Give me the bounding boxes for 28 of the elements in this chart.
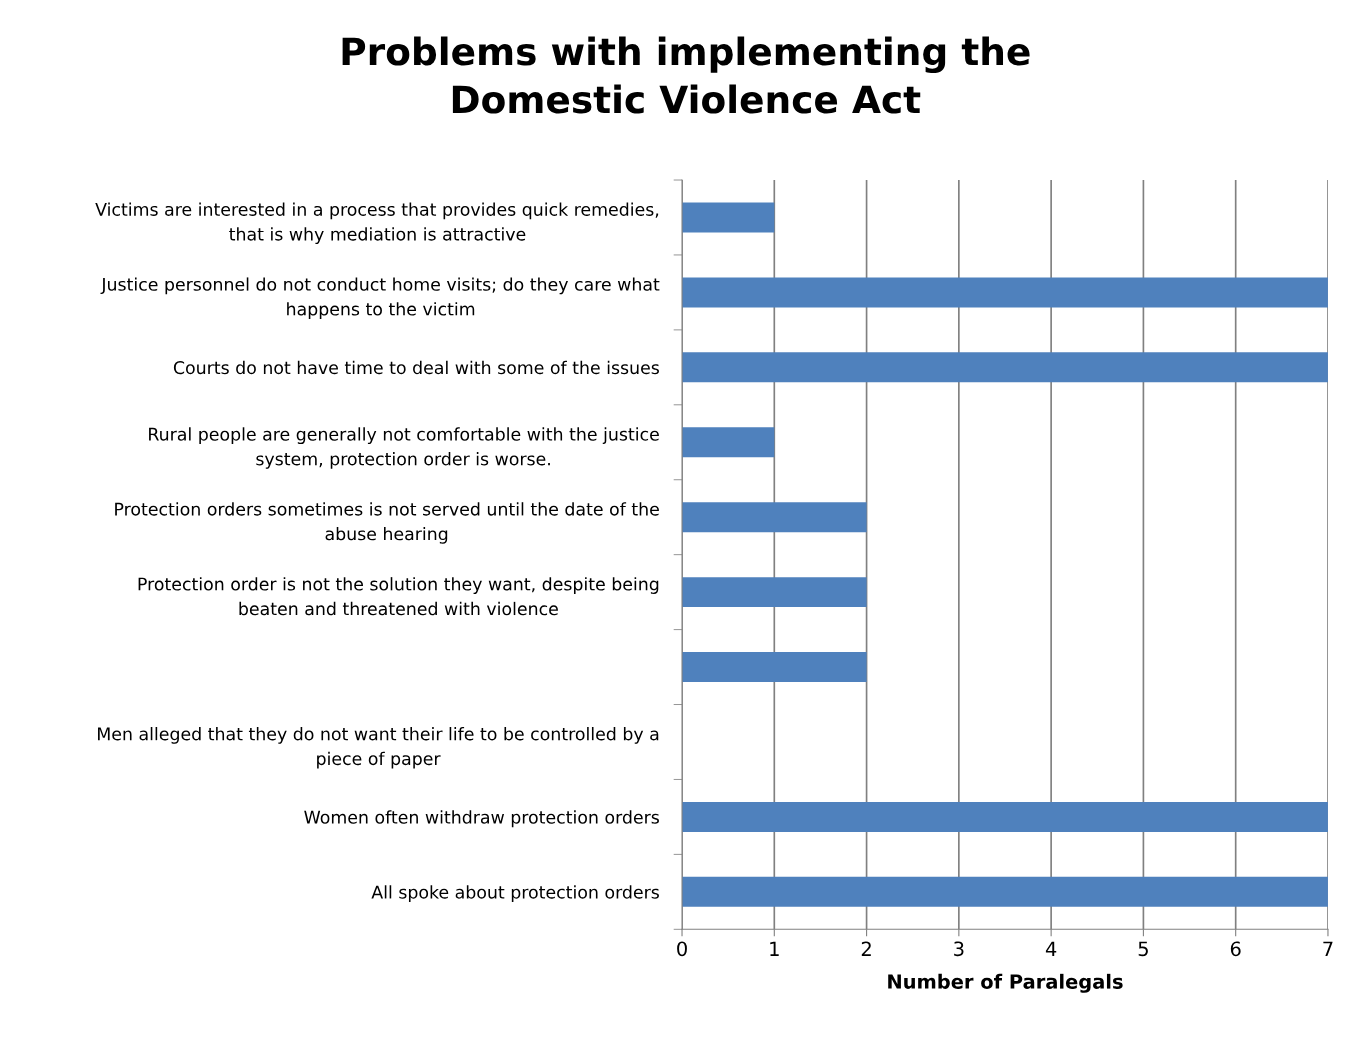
bar bbox=[682, 502, 867, 533]
x-tick-label: 3 bbox=[954, 941, 964, 957]
x-tick-label: 1 bbox=[770, 941, 779, 956]
x-tick-label: 7 bbox=[1323, 941, 1333, 956]
x-tick-label: 5 bbox=[1138, 941, 1148, 957]
x-axis-title: Number of Paralegals bbox=[888, 973, 1123, 993]
chart-title: Problems with implementing the Domestic Violence Act bbox=[342, 36, 1030, 114]
y-tick-label: Rural people are generally not comfortable with the justice system, protection order is worse. bbox=[149, 427, 659, 469]
y-tick-label: Women often withdraw protection orders bbox=[304, 810, 659, 828]
bar bbox=[682, 876, 1328, 907]
y-tick-label: All spoke about protection orders bbox=[371, 885, 659, 903]
x-tick-label: 0 bbox=[677, 941, 687, 957]
x-tick-label: 4 bbox=[1045, 941, 1057, 956]
bar bbox=[682, 577, 867, 608]
bar bbox=[682, 427, 775, 458]
bar bbox=[682, 202, 775, 233]
y-tick-label: Courts do not have time to deal with some of the issues bbox=[173, 360, 659, 375]
x-tick-label: 6 bbox=[1230, 941, 1241, 957]
bar bbox=[682, 801, 1328, 832]
y-tick-label: Justice personnel do not conduct home visits; do they care what happens to the victim bbox=[100, 277, 660, 319]
y-tick-label: Victims are interested in a process that provides quick remedies, that is why mediation is attractive bbox=[95, 202, 659, 245]
y-tick-label: Protection orders sometimes is not served until the date of the abuse hearing bbox=[115, 502, 659, 544]
y-tick-label: Men alleged that they do not want their life to be controlled by a piece of paper bbox=[98, 726, 659, 769]
bar bbox=[682, 652, 867, 683]
x-tick-label: 2 bbox=[861, 941, 871, 956]
y-tick-label: Protection order is not the solution they want, despite being beaten and threatened with violence bbox=[138, 577, 659, 616]
bar bbox=[682, 352, 1328, 383]
bar bbox=[682, 277, 1328, 308]
